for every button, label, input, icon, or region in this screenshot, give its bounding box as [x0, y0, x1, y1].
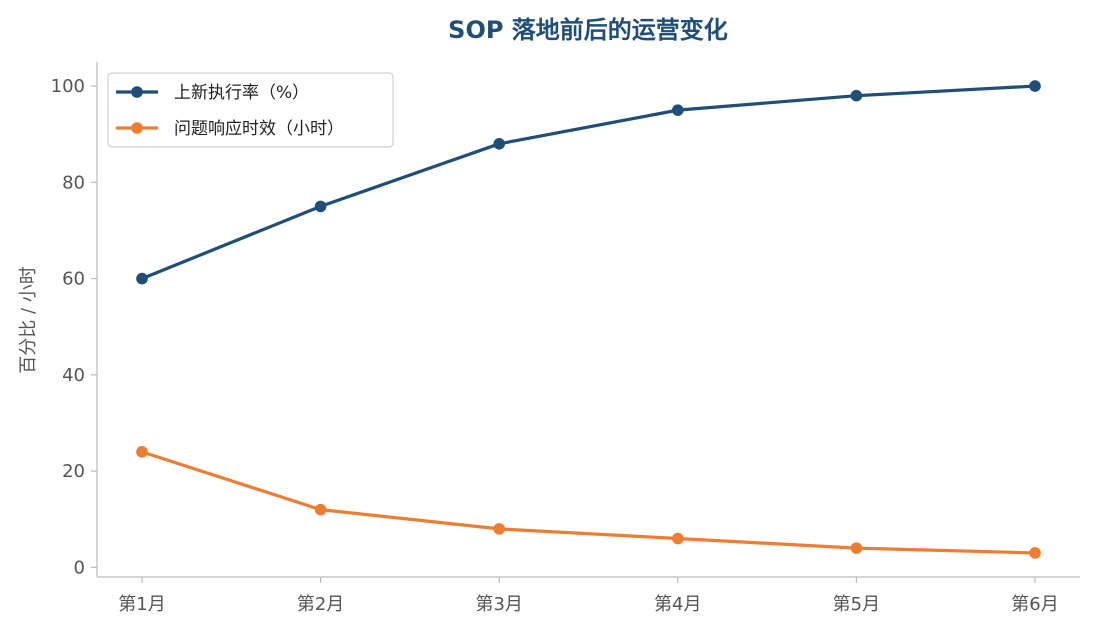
legend-box — [107, 72, 394, 148]
data-point — [672, 104, 684, 116]
y-tick-label: 100 — [51, 76, 85, 97]
data-point — [1029, 80, 1041, 92]
legend-label: 上新执行率（%） — [174, 83, 309, 103]
x-tick-label: 第5月 — [833, 594, 880, 615]
legend-item: 上新执行率（%） — [116, 83, 309, 103]
data-point — [672, 532, 684, 545]
y-tick-label: 0 — [74, 557, 85, 578]
x-tick-label: 第2月 — [297, 594, 344, 615]
data-point — [136, 272, 148, 285]
y-tick-label: 20 — [62, 461, 85, 482]
legend-label: 问题响应时效（小时） — [174, 119, 344, 139]
series-line — [140, 450, 1037, 555]
x-tick-label: 第4月 — [654, 594, 701, 615]
x-tick-label: 第3月 — [475, 594, 522, 615]
legend-item: 问题响应时效（小时） — [116, 119, 344, 139]
data-point — [314, 200, 327, 213]
series-2 — [136, 446, 1041, 559]
series-1 — [136, 80, 1041, 285]
y-axis-label: 百分比 / 小时 — [18, 266, 39, 374]
x-axis: 第1月 第2月 第3月 第4月 第5月 第6月 — [97, 576, 1080, 615]
data-point — [493, 523, 506, 535]
legend-marker — [131, 86, 143, 98]
y-tick-label: 80 — [62, 172, 85, 193]
y-tick-label: 60 — [62, 269, 85, 290]
data-point — [1029, 547, 1041, 559]
y-tick-label: 40 — [62, 365, 85, 386]
legend-marker — [131, 122, 143, 134]
y-axis: 0 20 40 60 80 100 — [51, 62, 98, 578]
series-line — [140, 84, 1037, 281]
legend: 上新执行率（%） 问题响应时效（小时） — [107, 72, 394, 148]
data-point — [850, 542, 863, 554]
data-point — [314, 503, 327, 516]
data-point — [850, 89, 863, 102]
series-layer — [136, 80, 1041, 559]
chart-title: SOP 落地前后的运营变化 — [448, 16, 728, 44]
x-tick-label: 第1月 — [118, 594, 165, 615]
data-point — [136, 446, 148, 458]
x-tick-label: 第6月 — [1011, 594, 1058, 615]
data-point — [493, 138, 506, 150]
